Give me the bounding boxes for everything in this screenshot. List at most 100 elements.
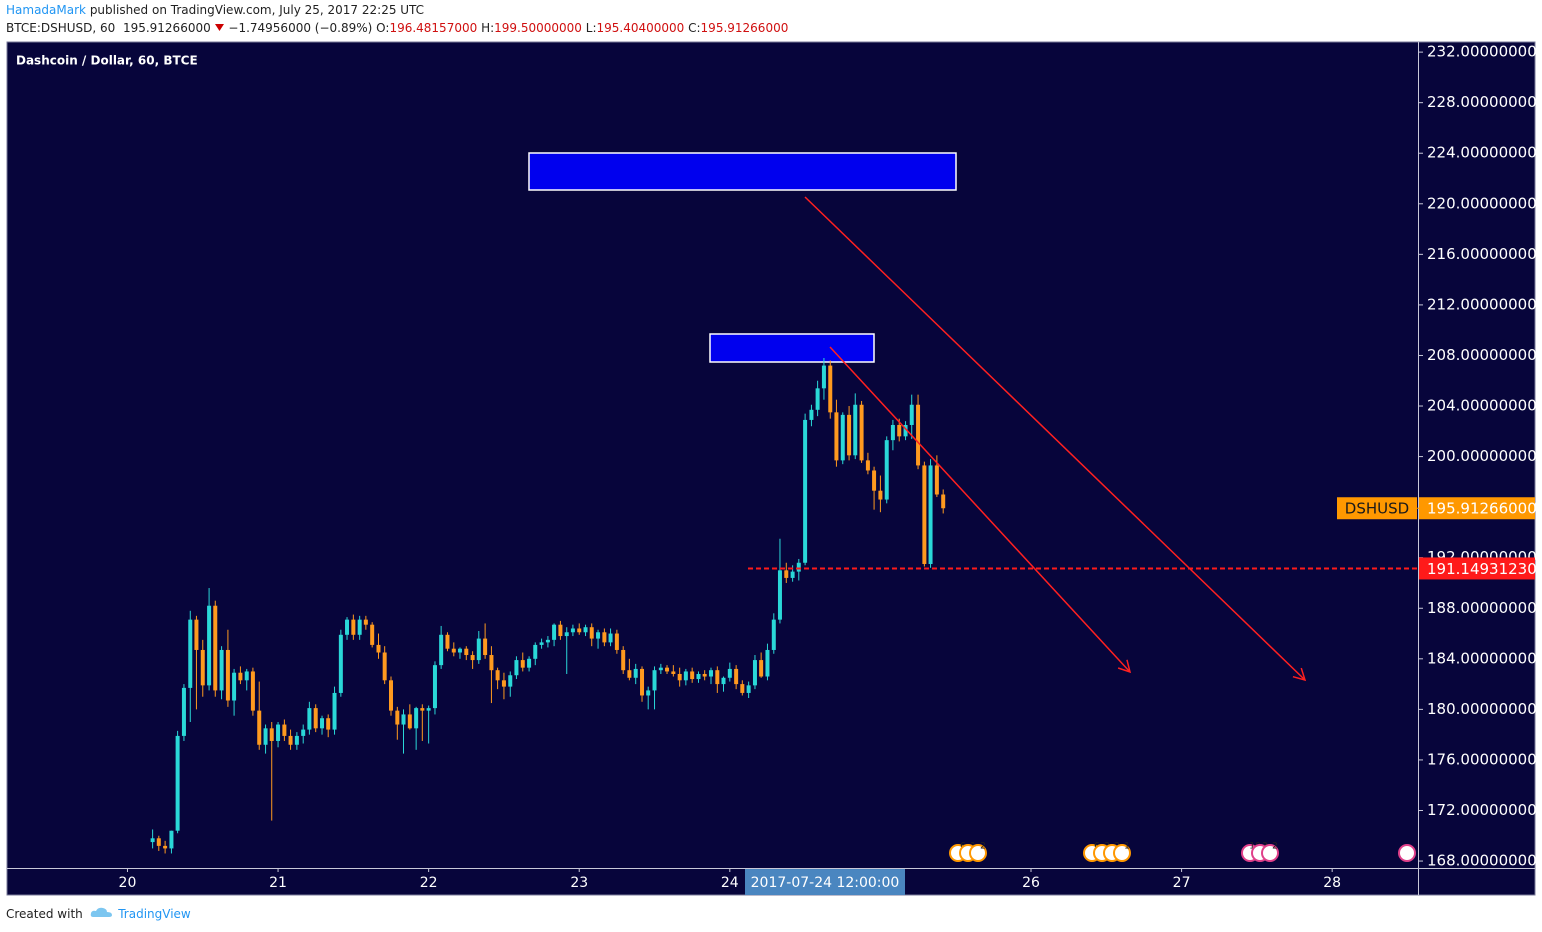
brand[interactable]: TradingView	[118, 907, 191, 921]
candle-body	[740, 684, 745, 693]
candle-body	[332, 692, 337, 730]
y-tick-label: 184.00000000	[1427, 649, 1537, 667]
candle-body	[439, 634, 444, 666]
last: 195.91266000	[122, 21, 211, 35]
candle-body	[533, 644, 538, 659]
level-label-box	[1419, 557, 1535, 580]
candle-body	[294, 735, 299, 745]
last-price-name: DSHUSD	[1345, 500, 1409, 518]
y-tick-label: 232.00000000	[1427, 43, 1537, 61]
candle-body	[872, 470, 877, 491]
footer: Created with TradingView	[6, 906, 191, 921]
candle-body	[897, 424, 902, 437]
candle-body	[784, 570, 789, 578]
candle-body	[934, 465, 939, 495]
candle-body	[219, 649, 224, 691]
candle-body	[577, 628, 582, 633]
candle-body	[420, 708, 425, 711]
publish-info: HamadaMark published on TradingView.com,…	[6, 3, 424, 17]
zone-box[interactable]	[528, 152, 957, 191]
y-tick-label: 180.00000000	[1427, 700, 1537, 718]
candle-body	[552, 624, 557, 640]
candle-body	[457, 648, 462, 653]
x-tick-label: 24	[721, 875, 739, 891]
event-badge	[1261, 844, 1279, 862]
candle-body	[395, 710, 400, 725]
candle-body	[382, 652, 387, 681]
candle-body	[363, 619, 368, 625]
candle-body	[734, 668, 739, 685]
candle-body	[238, 672, 243, 681]
candle-body	[545, 639, 550, 643]
last-price-box	[1419, 497, 1535, 520]
candle-body	[539, 642, 544, 645]
low-label: L:	[585, 21, 597, 35]
zone-box[interactable]	[709, 333, 875, 363]
candle-body	[351, 619, 356, 635]
y-tick-label: 212.00000000	[1427, 295, 1537, 313]
candle-body	[175, 735, 180, 831]
quote-line: BTCE:DSHUSD, 60 195.91266000 −1.74956000…	[6, 21, 788, 35]
chart-title: Dashcoin / Dollar, 60, BTCE	[16, 54, 198, 68]
candle-body	[602, 632, 607, 643]
candle-body	[658, 667, 663, 671]
candle-body	[909, 404, 914, 425]
candle-body	[746, 685, 751, 693]
candle-body	[357, 619, 362, 635]
event-count: 2	[980, 842, 986, 852]
candle-body	[313, 708, 318, 729]
candle-body	[464, 648, 469, 656]
x-tick-label: 20	[119, 875, 137, 891]
candle-body	[884, 440, 889, 500]
y-tick-label: 172.00000000	[1427, 801, 1537, 819]
event-badge	[969, 844, 987, 862]
candle-body	[432, 665, 437, 709]
candle-body	[414, 708, 419, 729]
x-tick-label: 28	[1323, 875, 1341, 891]
open: 196.48157000	[389, 21, 478, 35]
candle-body	[558, 624, 563, 637]
candle-body	[614, 633, 619, 650]
candle-body	[796, 562, 801, 572]
candle-body	[508, 675, 513, 687]
candle-body	[338, 634, 343, 693]
candle-body	[721, 677, 726, 685]
y-tick-label: 208.00000000	[1427, 346, 1537, 364]
candle-body	[376, 644, 381, 653]
close: 195.91266000	[700, 21, 789, 35]
open-label: O:	[376, 21, 390, 35]
trend-arrow[interactable]	[804, 196, 1307, 682]
candle-body	[702, 673, 707, 677]
candle-body	[150, 838, 155, 843]
y-tick-label: 224.00000000	[1427, 144, 1537, 162]
created-with: Created with	[6, 907, 83, 921]
candle-body	[621, 649, 626, 671]
trend-arrow[interactable]	[829, 346, 1132, 674]
candle-body	[244, 671, 249, 681]
candle-body	[514, 660, 519, 676]
candle-body	[282, 724, 287, 736]
y-tick-label: 228.00000000	[1427, 93, 1537, 111]
candle-body	[865, 460, 870, 471]
candle-body	[213, 605, 218, 691]
candle-body	[715, 670, 720, 685]
plot: 61263211032	[150, 152, 1416, 862]
x-tick-label: 26	[1022, 875, 1040, 891]
candle-body	[834, 412, 839, 461]
candle-body	[188, 619, 193, 688]
candle-body	[445, 634, 450, 649]
publisher[interactable]: HamadaMark	[6, 3, 86, 17]
y-tick-label: 176.00000000	[1427, 750, 1537, 768]
x-tick-label: 23	[570, 875, 588, 891]
candle-body	[476, 638, 481, 661]
x-tick-label: 22	[420, 875, 438, 891]
candle-body	[941, 494, 946, 509]
candle-body	[451, 648, 456, 653]
candle-body	[916, 404, 921, 466]
candle-body	[853, 404, 858, 456]
candle-body	[426, 708, 431, 711]
candle-body	[840, 414, 845, 461]
candle-body	[922, 465, 927, 565]
candle-body	[501, 680, 506, 687]
candle-body	[847, 414, 852, 456]
